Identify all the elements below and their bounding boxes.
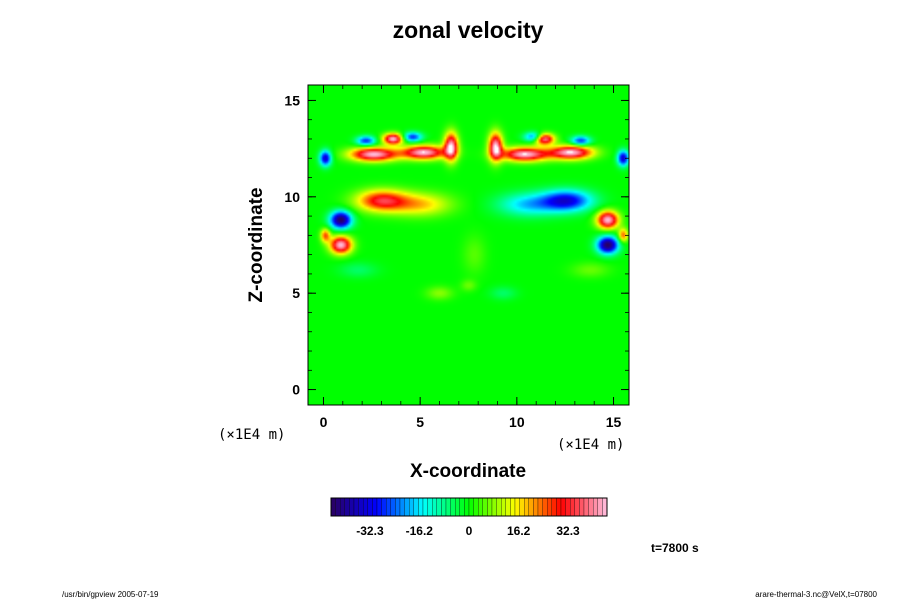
colorbar-cell	[597, 497, 603, 517]
colorbar-cell	[547, 497, 552, 517]
x-tick-label: 5	[416, 414, 424, 430]
colorbar-cell	[602, 497, 608, 517]
colorbar-frame	[330, 497, 608, 517]
y-tick-label: 15	[284, 92, 300, 108]
colorbar-cell	[386, 497, 391, 517]
y-axis-label: Z-coordinate	[246, 187, 267, 302]
plot-area: 0 5 10 15 0 5 10 15	[284, 84, 630, 430]
colorbar-cell	[588, 497, 594, 517]
colorbar-cell	[381, 497, 387, 517]
colorbar-cell	[353, 497, 359, 517]
x-unit-upper: (×1E4 m)	[557, 437, 624, 453]
colorbar-cell	[432, 497, 437, 517]
footer-right: arare-thermal-3.nc@VelX,t=07800	[755, 590, 877, 599]
colorbar-cell	[496, 497, 502, 517]
colorbar-cell	[533, 497, 539, 517]
colorbar-tick-label: -16.2	[406, 524, 434, 538]
colorbar-cell	[579, 497, 585, 517]
colorbar-cell	[473, 497, 479, 517]
y-tick-label: 10	[284, 189, 300, 205]
colorbar-cell	[395, 497, 401, 517]
y-tick-label: 0	[292, 382, 300, 398]
chart-title: zonal velocity	[393, 17, 544, 43]
colorbar-cell	[556, 497, 562, 517]
colorbar-cell	[593, 497, 598, 517]
colorbar-cell	[505, 497, 511, 517]
colorbar-cell	[537, 497, 543, 517]
y-axis-ticks: 0 5 10 15	[284, 92, 629, 398]
colorbar-cell	[528, 497, 534, 517]
colorbar-tick-label: 0	[466, 524, 473, 538]
colorbar-cell	[413, 497, 419, 517]
colorbar-cell	[570, 497, 575, 517]
colorbar-cells	[330, 497, 608, 517]
colorbar-cell	[519, 497, 525, 517]
colorbar-cell	[367, 497, 373, 517]
colorbar-cell	[491, 497, 497, 517]
x-axis-ticks: 0 5 10 15	[320, 85, 622, 430]
x-tick-label: 10	[509, 414, 525, 430]
colorbar-cell	[455, 497, 460, 517]
colorbar-tick-label: -32.3	[356, 524, 384, 538]
colorbar-cell	[418, 497, 424, 517]
colorbar-cell	[565, 497, 571, 517]
colorbar-cell	[335, 497, 341, 517]
colorbar-cell	[441, 497, 447, 517]
colorbar-cell	[358, 497, 364, 517]
colorbar-cell	[445, 497, 451, 517]
colorbar-cell	[372, 497, 378, 517]
colorbar-cell	[376, 497, 382, 517]
colorbar-cell	[487, 497, 493, 517]
colorbar-cell	[510, 497, 516, 517]
velocity-field-image	[308, 85, 629, 405]
colorbar-cell	[468, 497, 474, 517]
y-tick-label: 5	[292, 285, 300, 301]
footer-left: /usr/bin/gpview 2005-07-19	[62, 590, 159, 599]
colorbar-cell	[478, 497, 483, 517]
colorbar-cell	[427, 497, 433, 517]
colorbar-cell	[344, 497, 350, 517]
colorbar-cell	[409, 497, 414, 517]
colorbar: -32.3 -16.2 0 16.2 32.3	[330, 497, 608, 538]
colorbar-cell	[583, 497, 589, 517]
time-label: t=7800 s	[651, 541, 699, 555]
colorbar-tick-label: 32.3	[556, 524, 580, 538]
colorbar-cell	[459, 497, 465, 517]
colorbar-cell	[560, 497, 566, 517]
colorbar-ticks: -32.3 -16.2 0 16.2 32.3	[356, 524, 580, 538]
colorbar-cell	[390, 497, 396, 517]
colorbar-cell	[574, 497, 580, 517]
colorbar-cell	[464, 497, 470, 517]
x-tick-label: 15	[606, 414, 622, 430]
colorbar-cell	[542, 497, 548, 517]
colorbar-cell	[524, 497, 529, 517]
colorbar-cell	[349, 497, 355, 517]
x-unit-lower: (×1E4 m)	[218, 427, 285, 443]
x-axis-label: X-coordinate	[410, 461, 526, 482]
colorbar-cell	[436, 497, 442, 517]
colorbar-cell	[482, 497, 488, 517]
colorbar-cell	[399, 497, 405, 517]
colorbar-cell	[330, 497, 336, 517]
colorbar-cell	[404, 497, 410, 517]
colorbar-cell	[422, 497, 428, 517]
colorbar-cell	[340, 497, 345, 517]
colorbar-cell	[551, 497, 557, 517]
colorbar-cell	[450, 497, 456, 517]
colorbar-cell	[501, 497, 506, 517]
colorbar-tick-label: 16.2	[507, 524, 531, 538]
plot-frame	[307, 84, 630, 406]
colorbar-cell	[363, 497, 368, 517]
x-tick-label: 0	[320, 414, 328, 430]
colorbar-cell	[514, 497, 520, 517]
